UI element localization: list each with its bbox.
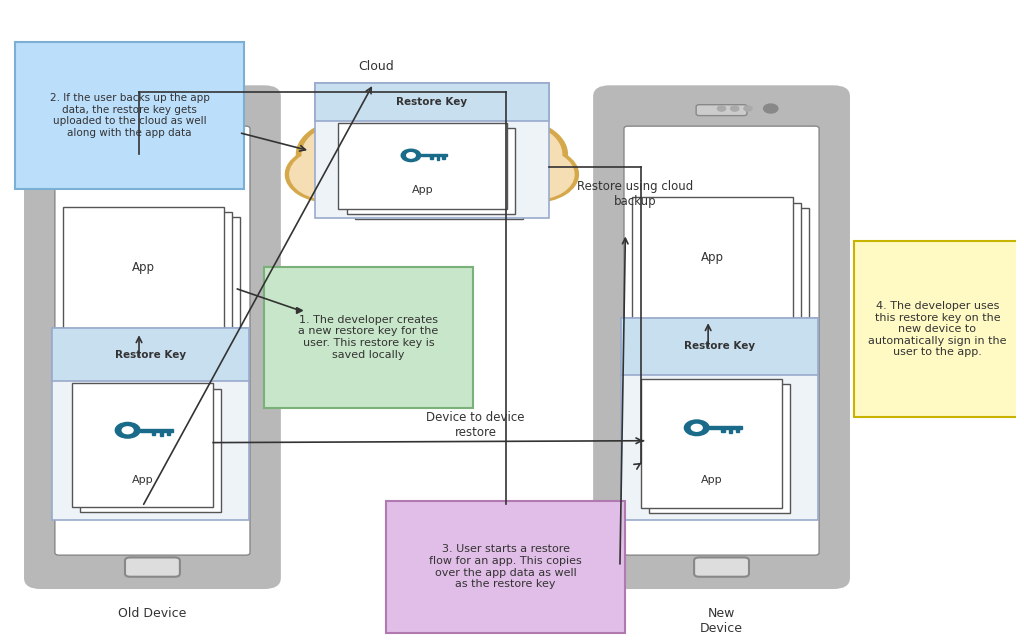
FancyArrow shape (729, 429, 732, 433)
FancyBboxPatch shape (79, 217, 241, 338)
Text: 3. User starts a restore
flow for an app. This copies
over the app data as well
: 3. User starts a restore flow for an app… (429, 545, 582, 589)
Text: App: App (701, 251, 724, 264)
Circle shape (684, 420, 709, 435)
FancyBboxPatch shape (641, 379, 782, 508)
FancyArrow shape (167, 431, 170, 435)
Text: Cloud: Cloud (358, 60, 394, 73)
Text: Restore Key: Restore Key (115, 350, 185, 359)
FancyArrow shape (709, 426, 742, 429)
FancyBboxPatch shape (264, 267, 472, 408)
FancyArrow shape (736, 429, 739, 432)
FancyBboxPatch shape (346, 128, 515, 214)
Text: Restore Key: Restore Key (396, 97, 468, 107)
Text: 2. If the user backs up the app
data, the restore key gets
uploaded to the cloud: 2. If the user backs up the app data, th… (49, 93, 210, 138)
Circle shape (358, 98, 506, 191)
Circle shape (290, 149, 370, 199)
FancyBboxPatch shape (15, 42, 244, 190)
Circle shape (296, 118, 410, 190)
Circle shape (401, 149, 421, 161)
Circle shape (731, 106, 739, 111)
Circle shape (341, 87, 454, 158)
FancyBboxPatch shape (338, 123, 507, 209)
Text: App: App (412, 185, 433, 195)
Circle shape (718, 106, 726, 111)
FancyBboxPatch shape (386, 501, 625, 633)
FancyArrow shape (421, 154, 446, 156)
FancyBboxPatch shape (595, 87, 849, 588)
Text: New
Device: New Device (700, 607, 743, 635)
FancyBboxPatch shape (125, 557, 180, 577)
FancyBboxPatch shape (649, 384, 791, 513)
Circle shape (116, 422, 140, 438)
FancyBboxPatch shape (55, 126, 250, 555)
FancyBboxPatch shape (52, 327, 249, 381)
Circle shape (490, 147, 579, 203)
FancyBboxPatch shape (354, 133, 523, 219)
Circle shape (175, 106, 183, 111)
Circle shape (286, 147, 374, 203)
Circle shape (407, 152, 416, 158)
FancyBboxPatch shape (88, 394, 229, 517)
Circle shape (122, 427, 133, 433)
FancyBboxPatch shape (854, 241, 1021, 417)
FancyBboxPatch shape (648, 208, 809, 328)
Text: Old Device: Old Device (118, 607, 186, 620)
Circle shape (386, 158, 477, 215)
FancyArrow shape (140, 429, 173, 431)
Circle shape (346, 91, 449, 155)
Circle shape (162, 106, 170, 111)
FancyBboxPatch shape (621, 318, 818, 520)
FancyArrow shape (436, 156, 439, 159)
FancyBboxPatch shape (26, 87, 280, 588)
FancyArrow shape (430, 156, 433, 159)
Circle shape (454, 118, 567, 190)
FancyBboxPatch shape (640, 203, 801, 323)
Circle shape (691, 424, 702, 431)
Circle shape (382, 154, 482, 218)
Circle shape (764, 104, 778, 113)
Circle shape (743, 106, 752, 111)
Text: Device to device
restore: Device to device restore (426, 412, 525, 439)
Text: App: App (700, 475, 722, 485)
Circle shape (410, 87, 523, 158)
FancyArrow shape (153, 431, 156, 435)
Text: Restore using cloud
backup: Restore using cloud backup (578, 180, 693, 208)
FancyBboxPatch shape (694, 557, 749, 577)
FancyBboxPatch shape (624, 126, 819, 555)
FancyBboxPatch shape (315, 84, 549, 219)
Circle shape (495, 149, 574, 199)
Text: 1. The developer creates
a new restore key for the
user. This restore key is
sav: 1. The developer creates a new restore k… (298, 315, 438, 359)
Text: 4. The developer uses
this restore key on the
new device to
automatically sign i: 4. The developer uses this restore key o… (868, 301, 1007, 358)
Circle shape (460, 122, 562, 186)
FancyArrow shape (442, 156, 444, 159)
FancyBboxPatch shape (632, 197, 793, 318)
Circle shape (195, 104, 209, 113)
FancyBboxPatch shape (63, 207, 224, 327)
Circle shape (302, 122, 404, 186)
FancyBboxPatch shape (315, 84, 549, 122)
FancyArrow shape (722, 429, 725, 432)
Text: Restore Key: Restore Key (684, 341, 755, 351)
Circle shape (416, 91, 517, 155)
Circle shape (148, 106, 157, 111)
FancyArrow shape (160, 431, 163, 436)
Circle shape (350, 93, 514, 196)
FancyBboxPatch shape (72, 383, 213, 507)
FancyBboxPatch shape (52, 327, 249, 520)
FancyBboxPatch shape (80, 388, 221, 512)
FancyBboxPatch shape (696, 105, 746, 116)
FancyBboxPatch shape (621, 318, 818, 375)
FancyBboxPatch shape (71, 212, 232, 332)
FancyBboxPatch shape (127, 105, 178, 116)
FancyBboxPatch shape (656, 389, 799, 518)
Text: App: App (131, 475, 154, 485)
Text: App: App (132, 261, 155, 274)
